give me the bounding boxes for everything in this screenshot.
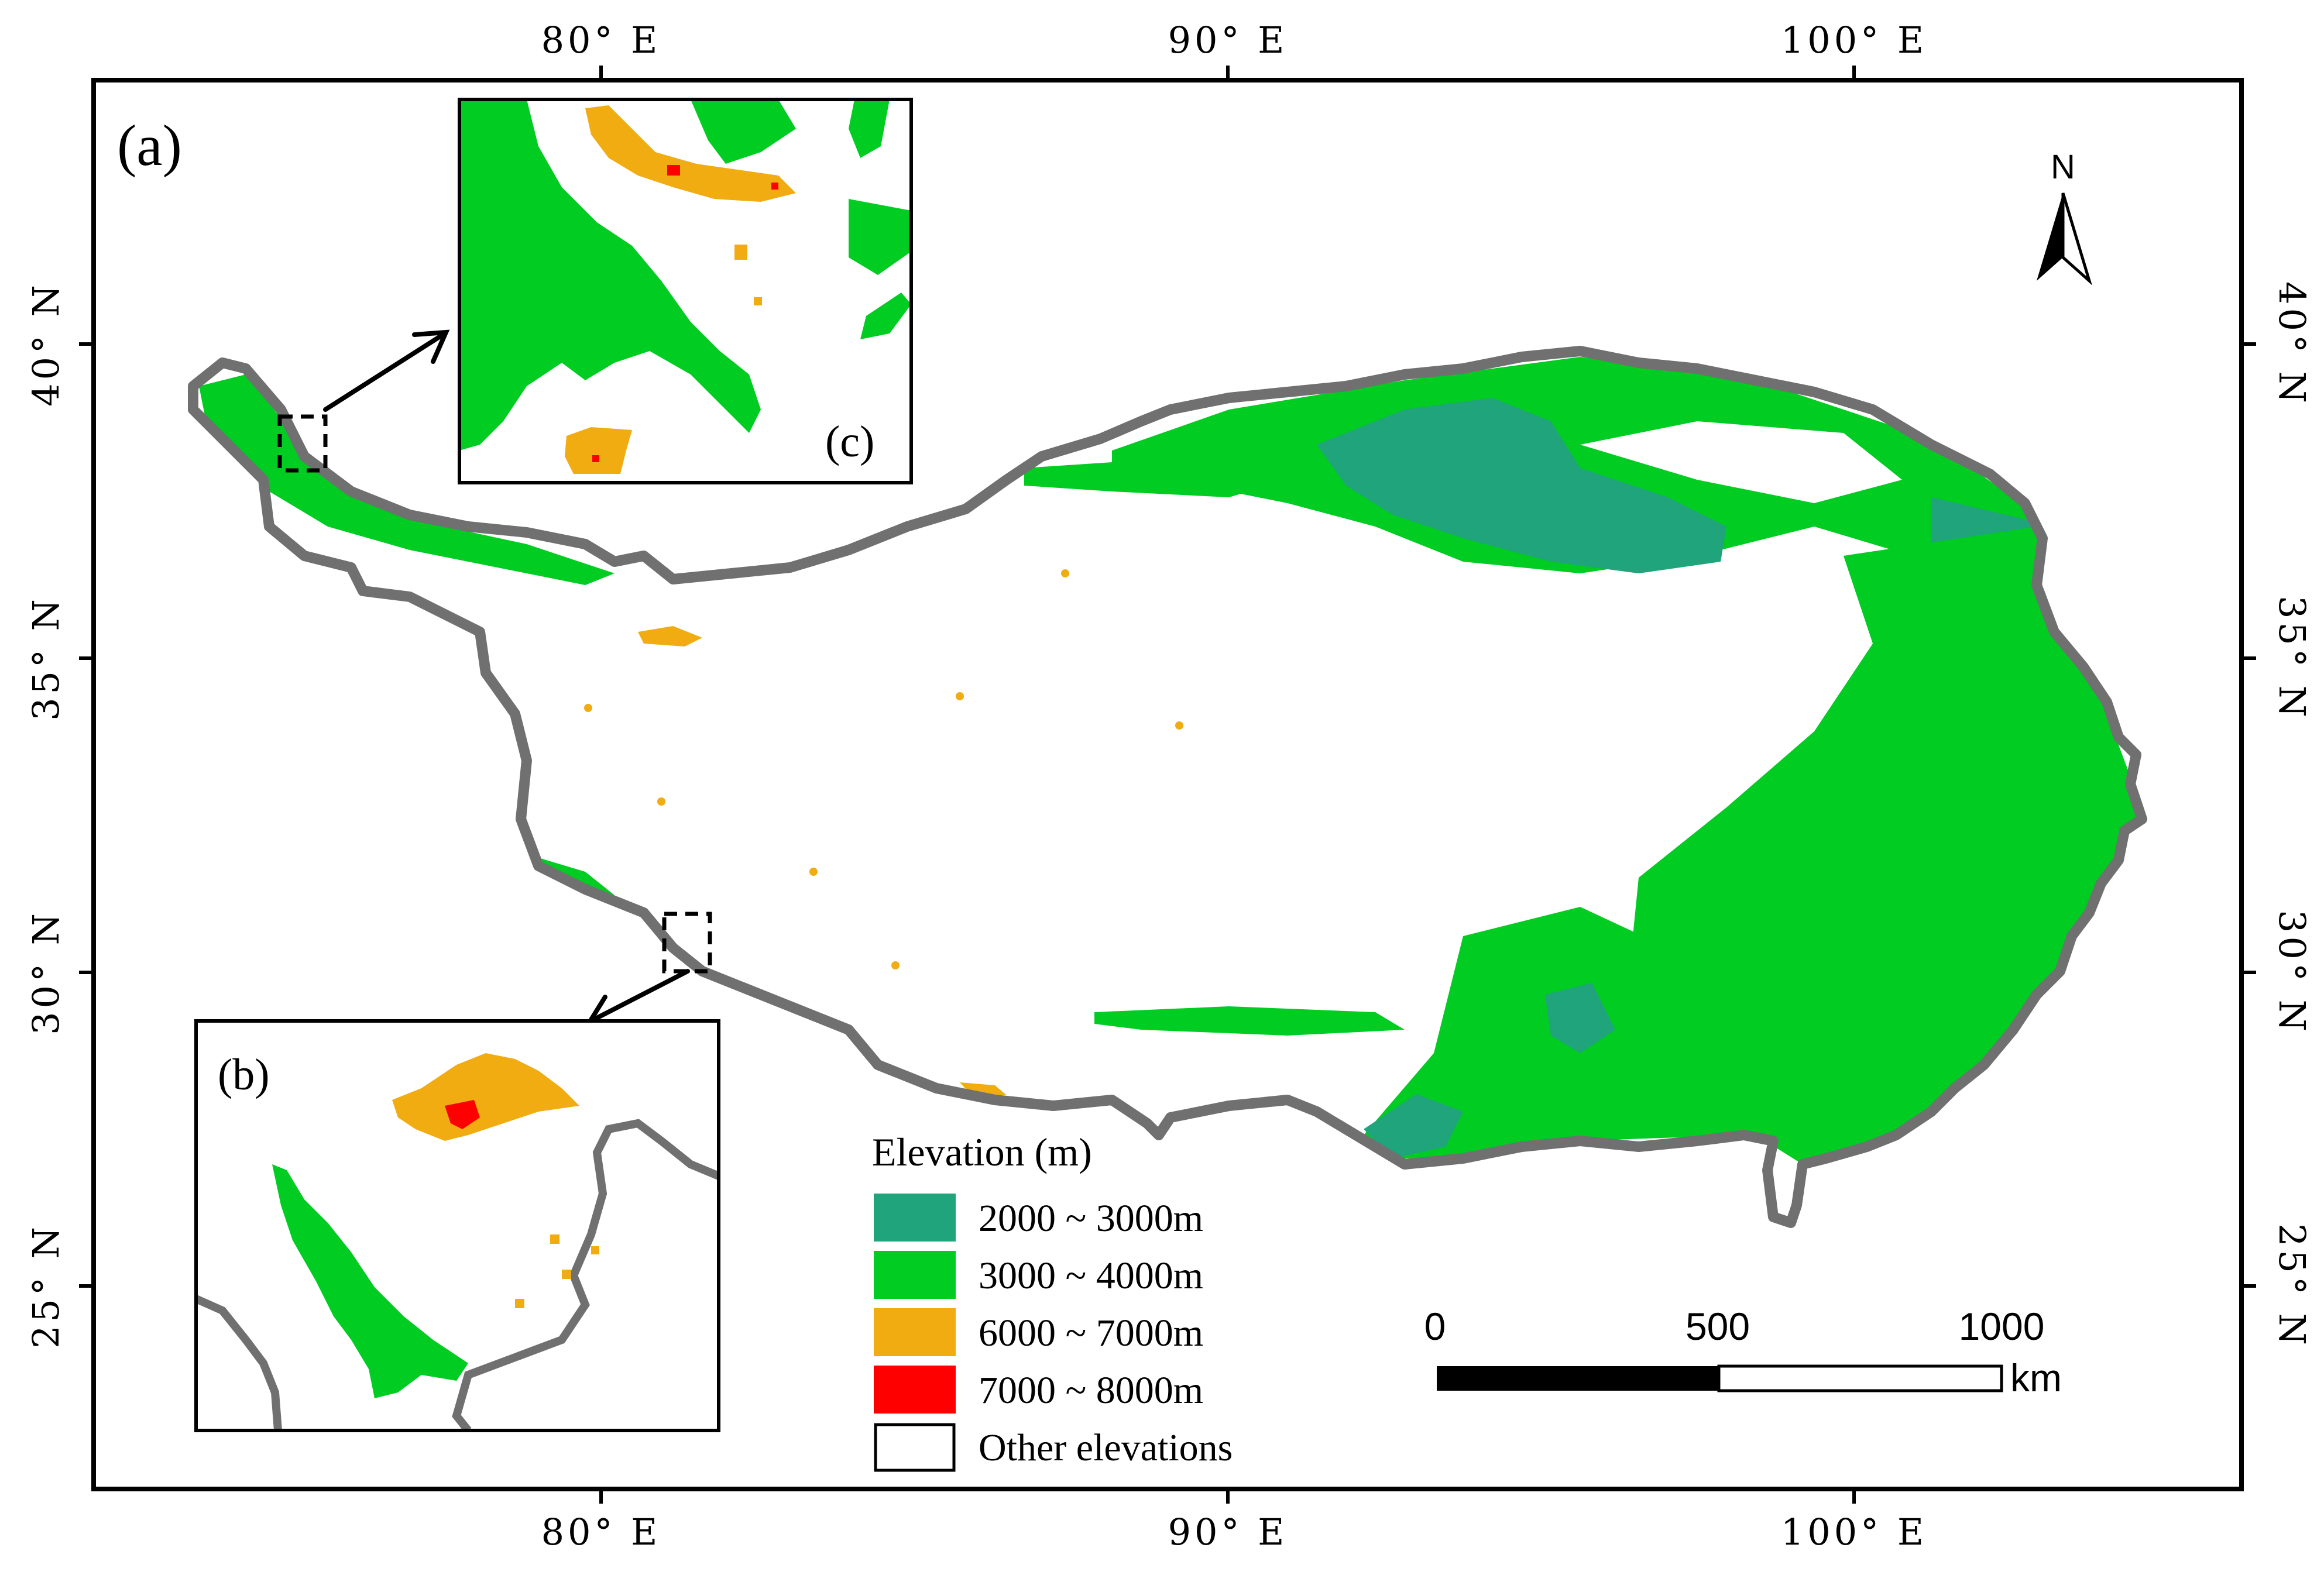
green-west-strip (199, 374, 615, 585)
north-label: N (2051, 148, 2075, 186)
inset-b-location-box (662, 912, 712, 974)
legend-swatch-2000-3000 (874, 1194, 956, 1242)
inset-c-location-box (277, 414, 328, 473)
north-arrow-right-half (2061, 192, 2092, 286)
legend-label-6000-7000: 6000 ~ 7000m (979, 1312, 1203, 1354)
map-frame (91, 78, 2244, 1491)
lon-label-bottom-90: 90° E (1168, 1511, 1288, 1553)
inset-b-orange (392, 1053, 579, 1141)
inset-c-red-2 (771, 183, 778, 190)
scale-bar: 0 500 1000 km (1424, 1305, 2062, 1399)
legend-swatch-6000-7000 (874, 1308, 956, 1356)
inset-c-red-1 (667, 165, 680, 176)
scale-bar-white (1717, 1364, 2003, 1392)
legend: Elevation (m) 2000 ~ 3000m 3000 ~ 4000m … (872, 1130, 1233, 1472)
plateau-boundary (188, 346, 2147, 1228)
lon-label-top-90: 90° E (1168, 19, 1288, 61)
inset-c-orange-bottom (565, 427, 632, 474)
lat-label-left-35: 35° N (25, 596, 67, 721)
inset-b-frame (194, 1019, 720, 1432)
inset-c-green-top (691, 99, 796, 164)
inset-c-orange-spot-2 (754, 297, 762, 305)
lon-label-bottom-80: 80° E (541, 1511, 661, 1553)
scale-tick-0: 0 (1424, 1305, 1446, 1348)
inset-c-green-right (849, 199, 911, 275)
inset-b-boundary-left (196, 1295, 282, 1430)
scale-tick-500: 500 (1685, 1305, 1750, 1348)
orange-spot-4 (809, 868, 818, 876)
lat-label-right-25: 25° N (2271, 1223, 2313, 1349)
scale-tick-1000: 1000 (1959, 1305, 2045, 1348)
green-north-ridge (1024, 456, 1288, 497)
inset-c-green-main (459, 99, 761, 451)
graticule-ticks (79, 66, 2256, 1504)
inset-b-red (445, 1100, 480, 1129)
inset-c-red-3 (592, 455, 599, 462)
inset-b-orange-spot-1 (550, 1234, 559, 1244)
lon-label-bottom-100: 100° E (1781, 1511, 1927, 1553)
legend-swatch-other (874, 1423, 956, 1472)
legend-title: Elevation (m) (872, 1130, 1092, 1174)
legend-swatch-7000-8000 (874, 1366, 956, 1414)
teal-southeast (1364, 1094, 1463, 1158)
legend-label-other: Other elevations (979, 1426, 1233, 1469)
legend-label-2000-3000: 2000 ~ 3000m (979, 1197, 1203, 1240)
panel-label-b: (b) (218, 1050, 270, 1099)
inset-b-orange-spot-4 (591, 1246, 599, 1254)
green-east-mass (1627, 527, 2142, 1164)
inset-b-orange-spot-3 (515, 1299, 524, 1308)
white-gap-east (1609, 714, 1803, 842)
legend-label-3000-4000: 3000 ~ 4000m (979, 1254, 1203, 1297)
lat-label-right-40: 40° N (2271, 281, 2313, 407)
north-arrow-left-half (2037, 193, 2063, 281)
teal-southeast-2 (1545, 983, 1615, 1053)
inset-c-frame (458, 98, 913, 484)
inset-b-boundary-right (452, 1119, 719, 1430)
qaidam-basin (1317, 398, 1726, 573)
panel-label-c: (c) (825, 417, 874, 466)
scale-unit: km (2010, 1356, 2062, 1399)
inset-c-orange-spot (734, 245, 747, 260)
orange-patch-west (638, 626, 702, 646)
scale-bar-black (1437, 1366, 1719, 1391)
lon-label-top-100: 100° E (1781, 19, 1927, 61)
orange-spot-7 (584, 704, 592, 712)
green-southwest-strip (527, 854, 615, 895)
orange-spot-5 (891, 961, 900, 969)
orange-spot-6 (1061, 569, 1069, 577)
inset-c-green-right-low (860, 293, 911, 339)
panel-label-a: (a) (117, 113, 182, 178)
legend-swatch-3000-4000 (874, 1251, 956, 1299)
inset-c-orange-top (585, 105, 796, 202)
lat-label-right-35: 35° N (2271, 596, 2313, 721)
north-arrow: N (2037, 148, 2092, 286)
orange-spot-2 (1175, 721, 1183, 730)
lon-label-top-80: 80° E (541, 19, 661, 61)
lat-label-left-40: 40° N (25, 281, 67, 407)
lat-label-right-30: 30° N (2271, 910, 2313, 1035)
elevation-raster (199, 357, 2142, 1164)
legend-label-7000-8000: 7000 ~ 8000m (979, 1369, 1203, 1412)
inset-c: (c) (458, 98, 913, 484)
lat-label-left-30: 30° N (25, 910, 67, 1035)
inset-b-green (272, 1164, 468, 1398)
inset-b: (b) (194, 1019, 720, 1432)
inset-c-green-right-top (849, 99, 890, 158)
orange-spot-3 (657, 797, 665, 806)
green-south-strip (1094, 1006, 1405, 1036)
orange-spot-1 (956, 692, 964, 700)
inset-b-orange-spot-2 (562, 1270, 571, 1279)
lat-label-left-25: 25° N (25, 1223, 67, 1349)
white-gap-northeast (1580, 421, 1902, 503)
